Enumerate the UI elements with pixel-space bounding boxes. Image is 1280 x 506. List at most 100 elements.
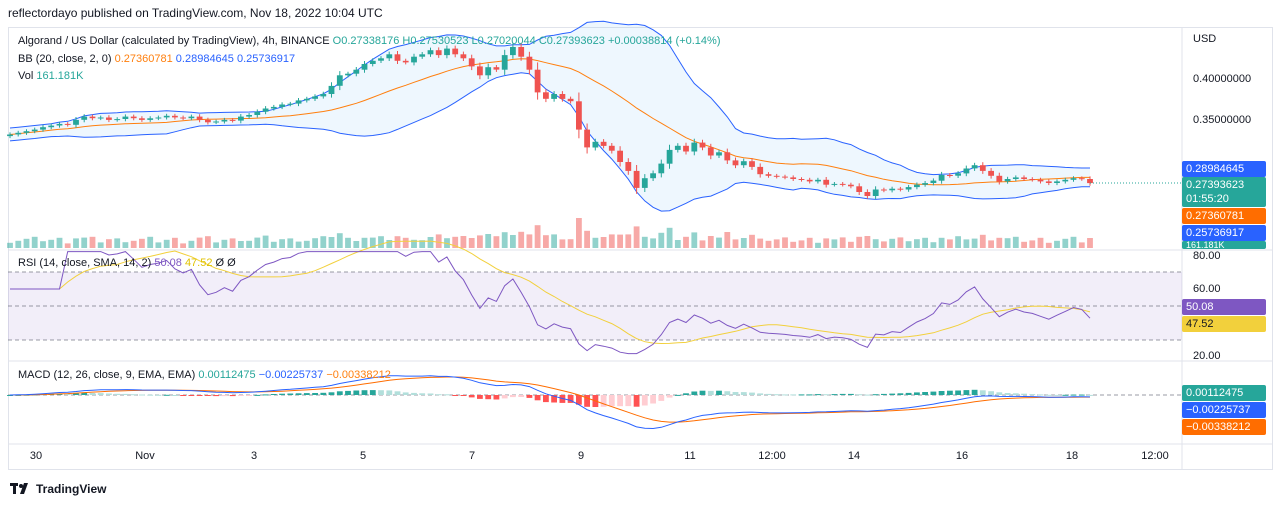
- macd-histogram-bar: [345, 390, 351, 395]
- volume-bar: [1078, 242, 1085, 248]
- macd-histogram-bar: [526, 395, 533, 398]
- macd-histogram-bar: [683, 393, 689, 395]
- macd-histogram-bar: [955, 390, 961, 395]
- macd-histogram-bar: [996, 392, 1003, 395]
- candle-body: [320, 94, 327, 97]
- macd-histogram-bar: [839, 393, 846, 395]
- volume-bar: [31, 236, 38, 248]
- volume-bar: [773, 239, 780, 248]
- macd-histogram-bar: [1078, 394, 1085, 396]
- macd-legend[interactable]: MACD (12, 26, close, 9, EMA, EMA) 0.0011…: [18, 367, 391, 383]
- currency-label[interactable]: USD: [1193, 33, 1217, 45]
- volume-bar: [23, 238, 30, 248]
- macd-histogram-bar: [477, 395, 483, 399]
- macd-histogram-bar: [518, 395, 525, 397]
- macd-histogram-bar: [1045, 394, 1052, 396]
- volume-bar: [196, 237, 203, 248]
- rsi-sma-value: 47.52: [184, 257, 213, 269]
- macd-line-tag: −0.00225737: [1182, 402, 1266, 418]
- bb-upper-tag: 0.28984645: [1182, 161, 1266, 177]
- time-label: 3: [250, 450, 258, 462]
- candle-body: [988, 170, 994, 176]
- volume-bar: [361, 237, 368, 248]
- volume-bar: [427, 237, 434, 248]
- macd-histogram-bar: [312, 393, 318, 395]
- macd-histogram-bar: [971, 389, 978, 395]
- volume-bar: [89, 236, 96, 248]
- candle-body: [295, 100, 302, 104]
- volume-bar: [485, 234, 492, 248]
- vol-legend[interactable]: Vol 161.181K: [18, 68, 83, 84]
- macd-histogram-bar: [666, 395, 673, 398]
- candle-body: [303, 98, 310, 101]
- volume-bar: [155, 242, 162, 248]
- volume-bar: [798, 240, 805, 248]
- volume-bar: [114, 238, 121, 248]
- macd-histogram-bar: [732, 392, 739, 395]
- volume-bar: [707, 236, 714, 248]
- volume-bar: [872, 239, 879, 248]
- macd-histogram-bar: [270, 394, 277, 395]
- bb-upper-line: [9, 20, 1090, 176]
- volume-bar: [180, 243, 186, 248]
- volume-bar: [81, 237, 88, 248]
- candle-body: [938, 175, 945, 181]
- volume-bar: [1062, 238, 1069, 248]
- volume-bar: [839, 237, 846, 248]
- macd-histogram-bar: [196, 395, 203, 396]
- volume-bar: [938, 237, 945, 248]
- candle-body: [460, 54, 467, 59]
- macd-histogram-bar: [485, 395, 492, 400]
- macd-histogram-bar: [749, 392, 755, 395]
- footer-brand[interactable]: TradingView: [10, 482, 106, 496]
- macd-histogram-bar: [452, 395, 459, 396]
- bb-lower-line: [9, 72, 1090, 212]
- candle-body: [732, 160, 739, 166]
- candle-body: [1037, 179, 1044, 182]
- macd-histogram-bar: [106, 393, 112, 395]
- macd-histogram-bar: [641, 395, 648, 406]
- volume-bar: [40, 241, 46, 248]
- macd-histogram-bar: [130, 394, 137, 396]
- macd-histogram-bar: [740, 392, 747, 395]
- time-label: 5: [359, 450, 367, 462]
- candle-body: [48, 125, 55, 128]
- macd-histogram-bar: [180, 395, 186, 396]
- volume-bar: [353, 241, 360, 248]
- candle-body: [361, 64, 368, 70]
- time-label: 9: [577, 450, 585, 462]
- rsi-value: 50.08: [154, 257, 182, 269]
- volume-bar: [1087, 238, 1093, 248]
- candle-body: [724, 152, 731, 161]
- volume-bar: [419, 240, 426, 248]
- macd-histogram-bar: [543, 395, 549, 403]
- candle-body: [740, 161, 747, 166]
- macd-line-value: −0.00225737: [258, 369, 324, 381]
- symbol-label[interactable]: Algorand / US Dollar (calculated by Trad…: [18, 35, 330, 47]
- candle-body: [468, 58, 475, 67]
- candle-body: [674, 145, 681, 150]
- macd-histogram-bar: [122, 393, 129, 395]
- volume-bar: [889, 238, 896, 248]
- candle-body: [345, 73, 351, 76]
- volume-bar: [238, 241, 244, 248]
- macd-histogram-bar: [881, 393, 887, 395]
- macd-histogram-bar: [460, 395, 467, 396]
- volume-bar: [394, 236, 401, 248]
- rsi-legend[interactable]: RSI (14, close, SMA, 14, 2) 50.08 47.52 …: [18, 255, 236, 271]
- candle-body: [15, 132, 22, 135]
- candle-body: [534, 69, 541, 93]
- volume-bar: [534, 225, 541, 248]
- volume-bar: [452, 236, 459, 248]
- macd-histogram-bar: [444, 394, 450, 396]
- chart-frame: [8, 27, 1273, 470]
- bb-legend[interactable]: BB (20, close, 2, 0) 0.27360781 0.289846…: [18, 51, 295, 67]
- macd-histogram-bar: [600, 395, 607, 407]
- volume-bar: [947, 239, 953, 248]
- macd-histogram-bar: [155, 394, 162, 396]
- macd-histogram-bar: [1012, 393, 1019, 395]
- macd-histogram-bar: [872, 394, 879, 396]
- macd-histogram-bar: [147, 394, 154, 396]
- candle-body: [592, 141, 599, 148]
